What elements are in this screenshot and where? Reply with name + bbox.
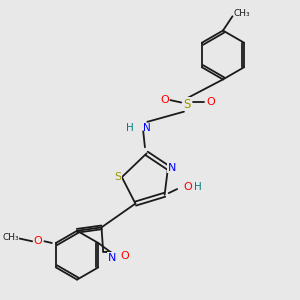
Text: O: O	[160, 95, 169, 105]
Text: S: S	[184, 98, 191, 111]
Text: H: H	[126, 123, 134, 133]
Text: N: N	[108, 253, 116, 263]
Text: N: N	[168, 163, 176, 172]
Text: N: N	[143, 123, 151, 133]
Text: O: O	[206, 98, 215, 107]
Text: O: O	[33, 236, 42, 246]
Text: O: O	[183, 182, 192, 192]
Text: H: H	[194, 182, 201, 192]
Text: S: S	[114, 172, 121, 182]
Text: CH₃: CH₃	[234, 9, 250, 18]
Text: CH₃: CH₃	[2, 233, 19, 242]
Text: O: O	[120, 251, 129, 261]
